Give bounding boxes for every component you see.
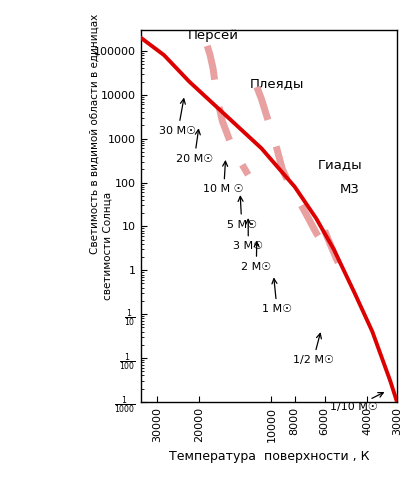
X-axis label: Температура  поверхности , К: Температура поверхности , К xyxy=(168,450,369,463)
Text: 3 М☉: 3 М☉ xyxy=(233,220,264,251)
Text: 20 М☉: 20 М☉ xyxy=(176,129,213,163)
Text: 2 М☉: 2 М☉ xyxy=(241,242,271,272)
Text: Плеяды: Плеяды xyxy=(249,77,304,90)
Text: Персей: Персей xyxy=(188,29,239,42)
Text: Светимость в видимой области в единицах: Светимость в видимой области в единицах xyxy=(90,14,100,254)
Text: Гиады: Гиады xyxy=(317,159,362,172)
Text: 10 М ☉: 10 М ☉ xyxy=(203,161,244,194)
Text: светимости Солнца: светимости Солнца xyxy=(103,192,113,300)
Text: 30 М☉: 30 М☉ xyxy=(159,99,196,136)
Text: 1 М☉: 1 М☉ xyxy=(262,279,292,314)
Text: 1/2 М☉: 1/2 М☉ xyxy=(293,333,334,365)
Text: 1/10 М☉: 1/10 М☉ xyxy=(330,393,383,412)
Text: 5 М☉: 5 М☉ xyxy=(227,196,257,229)
Text: М3: М3 xyxy=(340,183,360,196)
